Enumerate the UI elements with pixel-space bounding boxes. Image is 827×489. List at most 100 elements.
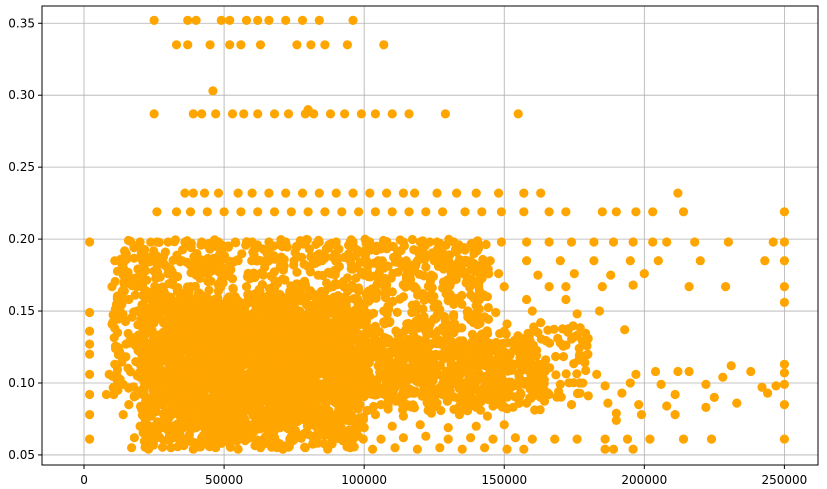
data-point	[401, 274, 411, 284]
data-point	[410, 188, 420, 198]
data-point	[85, 410, 95, 420]
y-tick-label: 0.20	[8, 232, 35, 246]
data-point	[482, 292, 492, 302]
data-point	[550, 434, 560, 444]
data-point	[628, 444, 638, 454]
data-point	[426, 294, 436, 305]
data-point	[481, 239, 491, 250]
data-point	[239, 109, 249, 119]
data-point	[291, 392, 301, 402]
data-point	[211, 109, 221, 119]
data-point	[516, 378, 526, 388]
data-point	[314, 15, 324, 25]
data-point	[225, 442, 235, 452]
data-point	[732, 398, 742, 408]
data-point	[309, 434, 319, 444]
data-point	[324, 240, 334, 250]
data-point	[245, 330, 255, 340]
data-point	[205, 256, 215, 266]
data-point	[432, 367, 442, 377]
data-point	[331, 237, 341, 247]
data-point	[307, 259, 318, 269]
data-point	[561, 282, 571, 292]
data-point	[650, 366, 661, 377]
data-point	[225, 40, 235, 50]
data-point	[125, 236, 136, 246]
data-point	[494, 269, 504, 279]
data-point	[286, 356, 296, 366]
data-point	[412, 257, 422, 267]
data-point	[241, 434, 252, 444]
data-point	[543, 325, 553, 335]
data-point	[499, 282, 509, 292]
data-point	[513, 331, 523, 341]
data-point	[303, 207, 313, 217]
data-point	[457, 444, 467, 454]
data-point	[779, 400, 790, 410]
x-tick-label: 0	[80, 473, 88, 487]
data-point	[348, 237, 358, 247]
data-point	[150, 281, 160, 291]
data-point	[213, 237, 224, 247]
data-point	[212, 347, 222, 357]
data-point	[526, 379, 537, 389]
data-point	[169, 326, 179, 336]
x-tick-label: 200000	[621, 473, 667, 487]
data-point	[419, 271, 429, 281]
data-point	[113, 328, 123, 338]
data-point	[132, 306, 142, 316]
data-point	[354, 283, 364, 293]
data-point	[622, 434, 633, 444]
data-point	[401, 256, 411, 266]
data-point	[152, 237, 162, 247]
data-point	[152, 401, 162, 411]
data-point	[194, 398, 204, 408]
data-point	[180, 188, 190, 198]
data-point	[528, 340, 539, 350]
data-point	[466, 391, 476, 401]
data-point	[368, 349, 378, 359]
data-point	[306, 40, 316, 50]
data-point	[281, 313, 291, 323]
data-point	[179, 328, 189, 338]
data-point	[424, 348, 434, 358]
data-point	[163, 237, 173, 247]
data-point	[313, 428, 324, 438]
data-point	[421, 207, 431, 217]
data-point	[483, 303, 493, 313]
data-point	[272, 316, 282, 326]
data-point	[360, 347, 370, 358]
data-point	[467, 329, 477, 339]
data-point	[255, 40, 266, 50]
data-point	[544, 389, 554, 400]
data-point	[337, 326, 347, 336]
data-point	[404, 207, 414, 217]
data-point	[269, 267, 279, 277]
data-point	[427, 283, 437, 293]
data-point	[264, 15, 274, 25]
data-point	[477, 329, 487, 339]
data-point	[296, 433, 306, 443]
data-point	[328, 368, 338, 378]
data-point	[779, 379, 790, 389]
data-point	[124, 400, 134, 410]
data-point	[617, 388, 627, 398]
data-point	[315, 366, 325, 377]
data-point	[561, 207, 571, 217]
data-point	[173, 361, 183, 371]
data-point	[334, 253, 344, 264]
data-point	[448, 267, 459, 277]
data-point	[374, 267, 384, 277]
data-point	[247, 237, 257, 247]
data-point	[294, 345, 304, 355]
data-point	[551, 370, 561, 380]
data-point	[121, 339, 131, 349]
data-point	[390, 337, 401, 347]
data-point	[628, 280, 638, 290]
data-point	[606, 270, 616, 280]
data-point	[519, 207, 529, 217]
data-point	[365, 188, 375, 198]
data-point	[292, 267, 302, 277]
x-axis: 0 50000 100000 150000 200000 250000	[80, 465, 807, 487]
data-point	[645, 434, 655, 444]
